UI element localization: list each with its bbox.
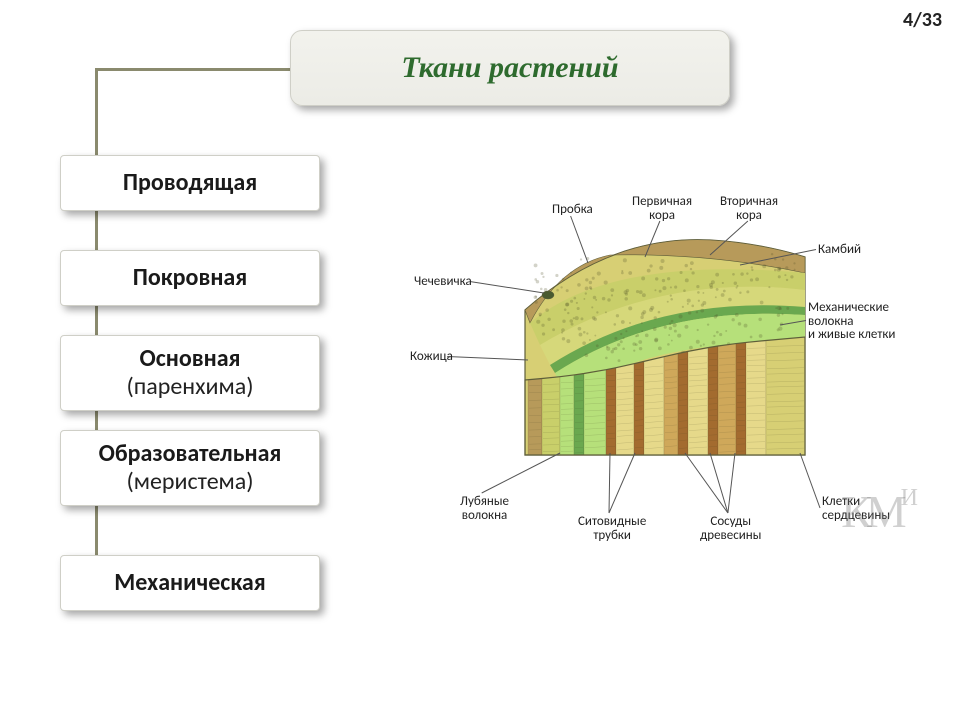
diagram-label-4: Чечевичка	[414, 275, 472, 289]
tissue-item-3: Образовательная(меристема)	[60, 430, 320, 506]
tissue-item-main: Образовательная	[99, 440, 282, 468]
title-box: Ткани растений	[290, 30, 730, 106]
tissue-item-main: Механическая	[114, 569, 265, 597]
connector-trunk	[95, 68, 98, 600]
tissue-item-1: Покровная	[60, 250, 320, 306]
diagram-label-9: Сосуды древесины	[700, 515, 761, 542]
tissue-item-0: Проводящая	[60, 155, 320, 211]
connector-top-horizontal	[95, 68, 290, 71]
tissue-item-main: Проводящая	[123, 169, 257, 197]
page-number: 4/33	[903, 8, 942, 32]
diagram-label-3: Камбий	[818, 243, 861, 257]
title-text: Ткани растений	[401, 51, 618, 85]
stem-diagram: Пробка Первичная кора Вторичная кора Камбий…	[410, 195, 915, 575]
diagram-label-2: Вторичная кора	[720, 195, 778, 222]
diagram-label-10: Клетки сердцевины	[822, 495, 890, 522]
diagram-label-7: Лубяные волокна	[460, 495, 509, 522]
tissue-item-main: Покровная	[133, 264, 247, 292]
tissue-item-sub: (меристема)	[126, 468, 253, 496]
diagram-label-6: Кожица	[410, 350, 453, 364]
diagram-label-1: Первичная кора	[632, 195, 692, 222]
tissue-item-main: Основная	[139, 345, 240, 373]
diagram-label-0: Пробка	[552, 203, 593, 217]
tissue-item-4: Механическая	[60, 555, 320, 611]
diagram-label-5: Механические волокна и живые клетки	[808, 301, 895, 342]
tissue-item-sub: (паренхима)	[126, 373, 253, 401]
diagram-label-8: Ситовидные трубки	[578, 515, 646, 542]
tissue-item-2: Основная(паренхима)	[60, 335, 320, 411]
